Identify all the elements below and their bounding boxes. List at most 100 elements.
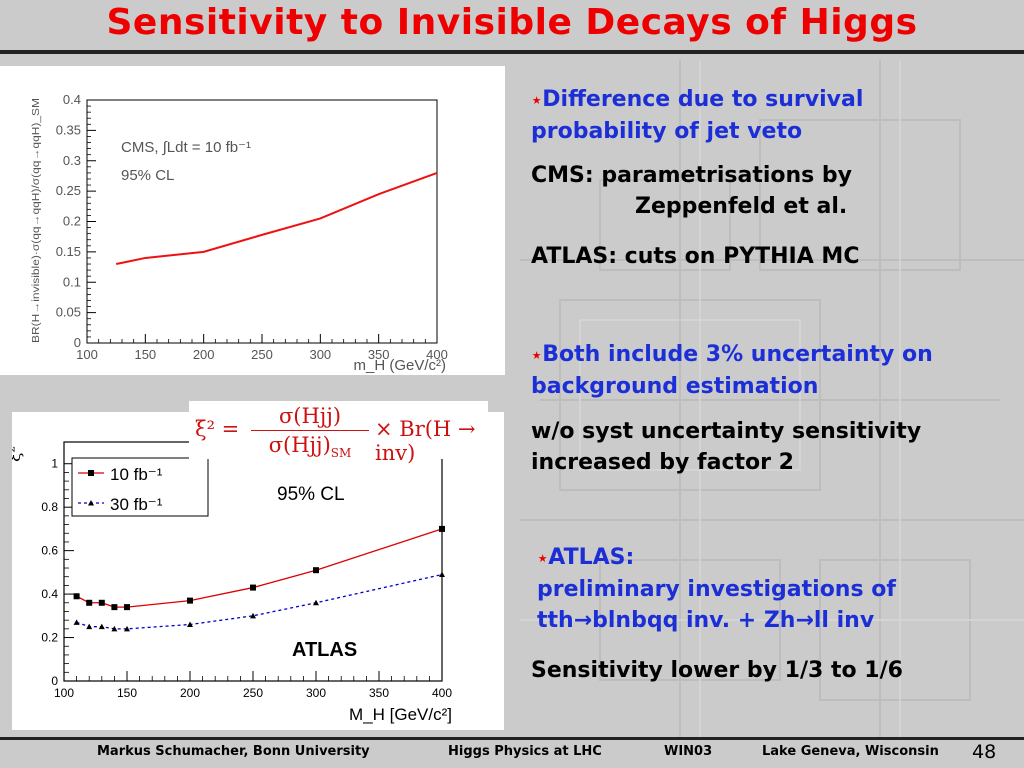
star-icon: ⋆ xyxy=(531,90,543,111)
y-tick-label: 0.35 xyxy=(56,122,81,137)
plot-frame xyxy=(86,99,438,344)
bullet-2-line1: Both include 3% uncertainty on xyxy=(542,342,933,367)
bullet-2-line2: background estimation xyxy=(531,374,819,399)
atlas-cuts-text: ATLAS: cuts on PYTHIA MC xyxy=(531,244,860,269)
series-10fb-marker xyxy=(98,599,105,606)
series-30fb-marker xyxy=(86,623,93,630)
formula-denominator-main: σ(Hjj) xyxy=(268,433,331,457)
slide-title: Sensitivity to Invisible Decays of Higgs xyxy=(106,2,918,43)
star-icon: ⋆ xyxy=(537,548,549,569)
legend-10fb-marker xyxy=(88,470,94,476)
series-10fb-marker xyxy=(250,584,256,591)
without-syst-text: w/o syst uncertainty sensitivity increas… xyxy=(531,416,921,478)
cms-chart-panel: 100 150 200 250 300 350 400 0 0.05 0.1 0.15 0.2 0.25… xyxy=(0,66,505,375)
title-rule xyxy=(0,50,1024,54)
series-10fb-marker xyxy=(439,525,445,532)
series-30fb-marker xyxy=(111,625,118,632)
y-tick-label: 1 xyxy=(51,457,58,471)
cms-annotation-lumi: CMS, ∫Ldt = 10 fb⁻¹ xyxy=(121,139,251,156)
footer-conf: WIN03 xyxy=(664,744,713,759)
footer-author: Markus Schumacher, Bonn University xyxy=(97,744,370,759)
series-30fb-marker xyxy=(73,619,80,625)
y-tick-label: 0 xyxy=(74,335,81,350)
series-10fb-marker xyxy=(313,567,319,574)
legend-box xyxy=(71,457,209,517)
atlas-annotation-label: ATLAS xyxy=(292,639,357,661)
x-tick-label: 150 xyxy=(134,347,156,362)
bullet-3-line2: preliminary investigations of xyxy=(537,577,896,602)
x-tick-label: 400 xyxy=(432,686,452,700)
formula-numerator: σ(Hjj) xyxy=(278,404,342,428)
series-30fb-marker xyxy=(124,625,130,632)
bullet-1: ⋆Difference due to survival probability … xyxy=(531,84,863,147)
y-axis-label: ξ² xyxy=(12,446,25,462)
formula-rhs: × Br(H → inv) xyxy=(375,417,476,465)
y-tick-label: 0.4 xyxy=(41,587,58,601)
footer-place: Lake Geneva, Wisconsin xyxy=(762,744,939,759)
bullet-3-line1: ATLAS: xyxy=(548,545,635,570)
bullet-1-line1: Difference due to survival xyxy=(542,87,864,112)
footer-rule xyxy=(0,737,1024,740)
series-30fb-marker xyxy=(187,621,193,628)
page-number: 48 xyxy=(972,741,997,763)
x-tick-label: 350 xyxy=(369,686,389,700)
cms-line2: Zeppenfeld et al. xyxy=(635,194,848,219)
y-tick-label: 0.6 xyxy=(41,544,58,558)
cms-chart: 100 150 200 250 300 350 400 0 0.05 0.1 0.15 0.2 0.25… xyxy=(31,92,448,374)
y-tick-label: 0.15 xyxy=(56,244,81,259)
x-tick-label: 100 xyxy=(76,347,98,362)
atlas-chart-panel: 100 150 200 250 300 350 400 0 0.2 0.4 0.6 0.8 1 10 fb… xyxy=(12,412,504,730)
fraction-bar xyxy=(251,430,369,431)
series-30fb-marker xyxy=(98,623,105,630)
legend-10fb-label: 10 fb⁻¹ xyxy=(110,465,163,484)
bullet-2: ⋆Both include 3% uncertainty on backgrou… xyxy=(531,339,933,402)
y-tick-label: 0.25 xyxy=(56,183,81,198)
footer-talk: Higgs Physics at LHC xyxy=(448,744,602,759)
series-10fb-marker xyxy=(111,604,118,611)
cms-text: CMS: parametrisations by Zeppenfeld et a… xyxy=(531,160,852,222)
x-tick-label: 400 xyxy=(426,347,448,362)
wo-line1: w/o syst uncertainty sensitivity xyxy=(531,419,922,444)
bullet-1-line2: probability of jet veto xyxy=(531,119,803,144)
x-tick-label: 300 xyxy=(309,347,331,362)
formula-fraction: σ(Hjj) σ(Hjj)SM xyxy=(251,404,369,460)
x-tick-label: 150 xyxy=(117,686,137,700)
bullet-3: ⋆ATLAS: preliminary investigations of tt… xyxy=(537,542,896,636)
y-tick-label: 0 xyxy=(51,674,58,688)
x-tick-label: 300 xyxy=(306,686,326,700)
series-10fb-line xyxy=(76,528,443,608)
y-tick-label: 0.3 xyxy=(63,153,81,168)
wo-line2: increased by factor 2 xyxy=(531,450,794,475)
series-10fb-marker xyxy=(73,593,80,600)
series-30fb-line xyxy=(76,573,443,630)
x-tick-label: 250 xyxy=(243,686,263,700)
series-30fb-marker xyxy=(313,599,319,606)
x-tick-label: 100 xyxy=(54,686,74,700)
legend-30fb-label: 30 fb⁻¹ xyxy=(110,495,163,514)
bullet-3-line3: tth→blnbqq inv. + Zh→ll inv xyxy=(537,608,875,633)
y-tick-label: 0.2 xyxy=(41,631,58,645)
x-tick-label: 350 xyxy=(368,347,390,362)
y-tick-label: 0.1 xyxy=(63,274,81,289)
y-axis-label: BR(H→invisible)·σ(qq→qqH)/σ(qq→qqH)_SM xyxy=(31,98,42,343)
series-10fb-marker xyxy=(187,597,193,604)
formula-denominator-sub: SM xyxy=(330,446,352,461)
cms-line1: CMS: parametrisations by xyxy=(531,163,852,188)
series-10fb-marker xyxy=(124,604,130,611)
star-icon: ⋆ xyxy=(531,345,543,366)
series-30fb-marker xyxy=(250,612,256,619)
atlas-annotation-cl: 95% CL xyxy=(277,484,345,505)
x-axis-label: m_H (GeV/c²) xyxy=(353,357,446,374)
cms-curve xyxy=(115,171,438,266)
formula-lhs: ξ² = xyxy=(195,417,240,441)
x-tick-label: 200 xyxy=(180,686,200,700)
series-30fb-marker xyxy=(439,571,445,578)
cms-annotation-cl: 95% CL xyxy=(121,167,174,184)
legend-30fb-marker xyxy=(88,500,94,506)
y-tick-label: 0.05 xyxy=(56,305,81,320)
atlas-chart: 100 150 200 250 300 350 400 0 0.2 0.4 0.6 0.8 1 10 fb… xyxy=(12,441,452,724)
y-tick-label: 0.2 xyxy=(63,214,81,229)
y-tick-label: 0.8 xyxy=(41,500,58,514)
y-tick-label: 0.4 xyxy=(63,92,81,107)
x-tick-label: 200 xyxy=(193,347,215,362)
